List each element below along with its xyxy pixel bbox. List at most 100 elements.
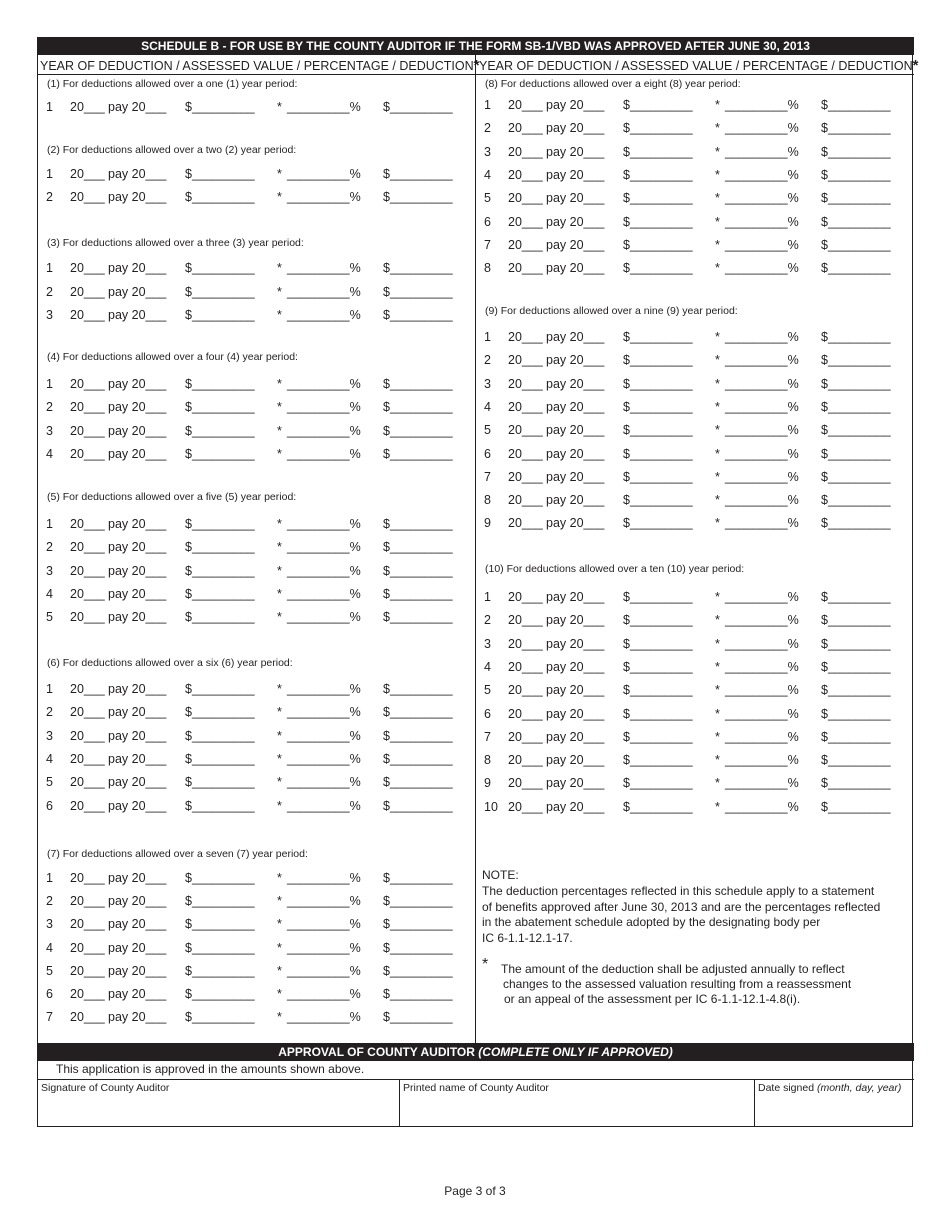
deduction-field[interactable]: $_________ [383,100,453,114]
pay-field[interactable]: pay 20___ [108,284,167,299]
pct-field[interactable]: _________% [725,493,799,508]
pct-field[interactable]: _________% [287,100,361,114]
pct-field[interactable]: _________% [725,659,799,674]
year-field[interactable]: 20___ [70,798,105,813]
pay-field[interactable]: pay 20___ [546,214,605,229]
deduction-field[interactable]: $_________ [383,284,453,299]
assessed-field[interactable]: $_________ [623,167,693,182]
year-field[interactable]: 20___ [70,987,105,1001]
year-field[interactable]: 20___ [508,399,543,414]
pct-field[interactable]: _________% [725,399,799,414]
pay-field[interactable]: pay 20___ [108,871,167,885]
pay-field[interactable]: pay 20___ [108,894,167,909]
pay-field[interactable]: pay 20___ [108,261,167,275]
assessed-field[interactable]: $_________ [185,517,255,531]
pay-field[interactable]: pay 20___ [546,399,605,414]
deduction-field[interactable]: $_________ [383,400,453,415]
pct-field[interactable]: _________% [287,167,361,181]
deduction-field[interactable]: $_________ [821,237,891,252]
year-field[interactable]: 20___ [508,376,543,391]
deduction-field[interactable]: $_________ [383,728,453,743]
assessed-field[interactable]: $_________ [623,353,693,368]
assessed-field[interactable]: $_________ [623,516,693,531]
assessed-field[interactable]: $_________ [185,987,255,1001]
pay-field[interactable]: pay 20___ [546,98,605,112]
pay-field[interactable]: pay 20___ [546,516,605,531]
assessed-field[interactable]: $_________ [623,683,693,698]
assessed-field[interactable]: $_________ [185,894,255,909]
year-field[interactable]: 20___ [70,751,105,766]
pay-field[interactable]: pay 20___ [546,493,605,508]
pct-field[interactable]: _________% [287,423,361,438]
year-field[interactable]: 20___ [508,423,543,438]
year-field[interactable]: 20___ [70,446,105,461]
pay-field[interactable]: pay 20___ [108,190,167,205]
assessed-field[interactable]: $_________ [185,963,255,978]
assessed-field[interactable]: $_________ [623,237,693,252]
pay-field[interactable]: pay 20___ [108,940,167,955]
pct-field[interactable]: _________% [725,590,799,604]
deduction-field[interactable]: $_________ [383,377,453,391]
deduction-field[interactable]: $_________ [383,167,453,181]
pay-field[interactable]: pay 20___ [108,563,167,578]
pct-field[interactable]: _________% [725,121,799,136]
pct-field[interactable]: _________% [287,871,361,885]
deduction-field[interactable]: $_________ [383,894,453,909]
year-field[interactable]: 20___ [70,167,105,181]
pct-field[interactable]: _________% [725,446,799,461]
pct-field[interactable]: _________% [725,237,799,252]
deduction-field[interactable]: $_________ [383,987,453,1001]
pay-field[interactable]: pay 20___ [108,400,167,415]
assessed-field[interactable]: $_________ [185,540,255,555]
year-field[interactable]: 20___ [508,636,543,651]
year-field[interactable]: 20___ [508,121,543,136]
pay-field[interactable]: pay 20___ [546,659,605,674]
assessed-field[interactable]: $_________ [185,167,255,181]
year-field[interactable]: 20___ [508,167,543,182]
pay-field[interactable]: pay 20___ [108,540,167,555]
pct-field[interactable]: _________% [287,917,361,932]
pay-field[interactable]: pay 20___ [108,775,167,790]
year-field[interactable]: 20___ [508,706,543,721]
assessed-field[interactable]: $_________ [185,798,255,813]
year-field[interactable]: 20___ [70,963,105,978]
assessed-field[interactable]: $_________ [623,214,693,229]
pay-field[interactable]: pay 20___ [546,167,605,182]
deduction-field[interactable]: $_________ [821,516,891,531]
pay-field[interactable]: pay 20___ [108,987,167,1001]
deduction-field[interactable]: $_________ [383,1010,453,1025]
assessed-field[interactable]: $_________ [623,423,693,438]
pay-field[interactable]: pay 20___ [546,590,605,604]
pay-field[interactable]: pay 20___ [546,636,605,651]
pay-field[interactable]: pay 20___ [546,376,605,391]
pay-field[interactable]: pay 20___ [546,683,605,698]
year-field[interactable]: 20___ [70,586,105,601]
deduction-field[interactable]: $_________ [383,517,453,531]
deduction-field[interactable]: $_________ [821,423,891,438]
assessed-field[interactable]: $_________ [185,261,255,275]
pay-field[interactable]: pay 20___ [546,753,605,768]
assessed-field[interactable]: $_________ [623,590,693,604]
deduction-field[interactable]: $_________ [821,799,891,814]
deduction-field[interactable]: $_________ [821,121,891,136]
year-field[interactable]: 20___ [508,753,543,768]
pay-field[interactable]: pay 20___ [546,121,605,136]
year-field[interactable]: 20___ [508,98,543,112]
pct-field[interactable]: _________% [287,682,361,696]
deduction-field[interactable]: $_________ [821,376,891,391]
assessed-field[interactable]: $_________ [185,423,255,438]
year-field[interactable]: 20___ [70,423,105,438]
year-field[interactable]: 20___ [70,100,105,114]
pct-field[interactable]: _________% [287,610,361,625]
deduction-field[interactable]: $_________ [821,469,891,484]
year-field[interactable]: 20___ [70,517,105,531]
pct-field[interactable]: _________% [725,261,799,276]
year-field[interactable]: 20___ [508,776,543,791]
deduction-field[interactable]: $_________ [383,446,453,461]
deduction-field[interactable]: $_________ [383,917,453,932]
signature-field[interactable]: Signature of County Auditor [41,1082,395,1126]
pct-field[interactable]: _________% [287,987,361,1001]
pct-field[interactable]: _________% [287,728,361,743]
pct-field[interactable]: _________% [287,261,361,275]
pct-field[interactable]: _________% [287,190,361,205]
